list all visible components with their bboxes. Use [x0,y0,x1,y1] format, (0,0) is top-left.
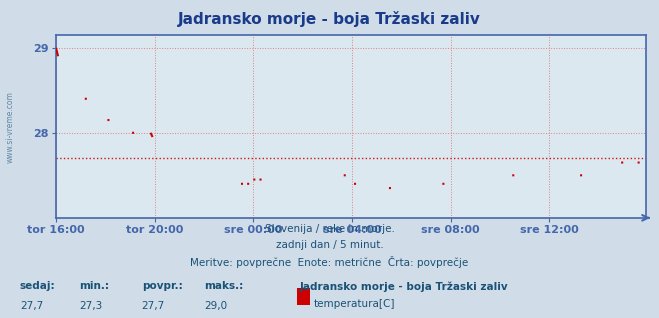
Text: Slovenija / reke in morje.: Slovenija / reke in morje. [264,224,395,234]
Text: www.si-vreme.com: www.si-vreme.com [5,91,14,163]
Text: temperatura[C]: temperatura[C] [314,299,395,309]
Text: zadnji dan / 5 minut.: zadnji dan / 5 minut. [275,240,384,250]
Text: maks.:: maks.: [204,281,244,291]
Text: Jadransko morje - boja Tržaski zaliv: Jadransko morje - boja Tržaski zaliv [178,11,481,27]
Text: sedaj:: sedaj: [20,281,55,291]
Text: 27,7: 27,7 [20,301,43,310]
Text: Jadransko morje - boja Tržaski zaliv: Jadransko morje - boja Tržaski zaliv [300,281,509,292]
Text: Meritve: povprečne  Enote: metrične  Črta: povprečje: Meritve: povprečne Enote: metrične Črta:… [190,256,469,268]
Text: povpr.:: povpr.: [142,281,183,291]
Text: 29,0: 29,0 [204,301,227,310]
Text: min.:: min.: [79,281,109,291]
Text: 27,7: 27,7 [142,301,165,310]
Text: 27,3: 27,3 [79,301,102,310]
